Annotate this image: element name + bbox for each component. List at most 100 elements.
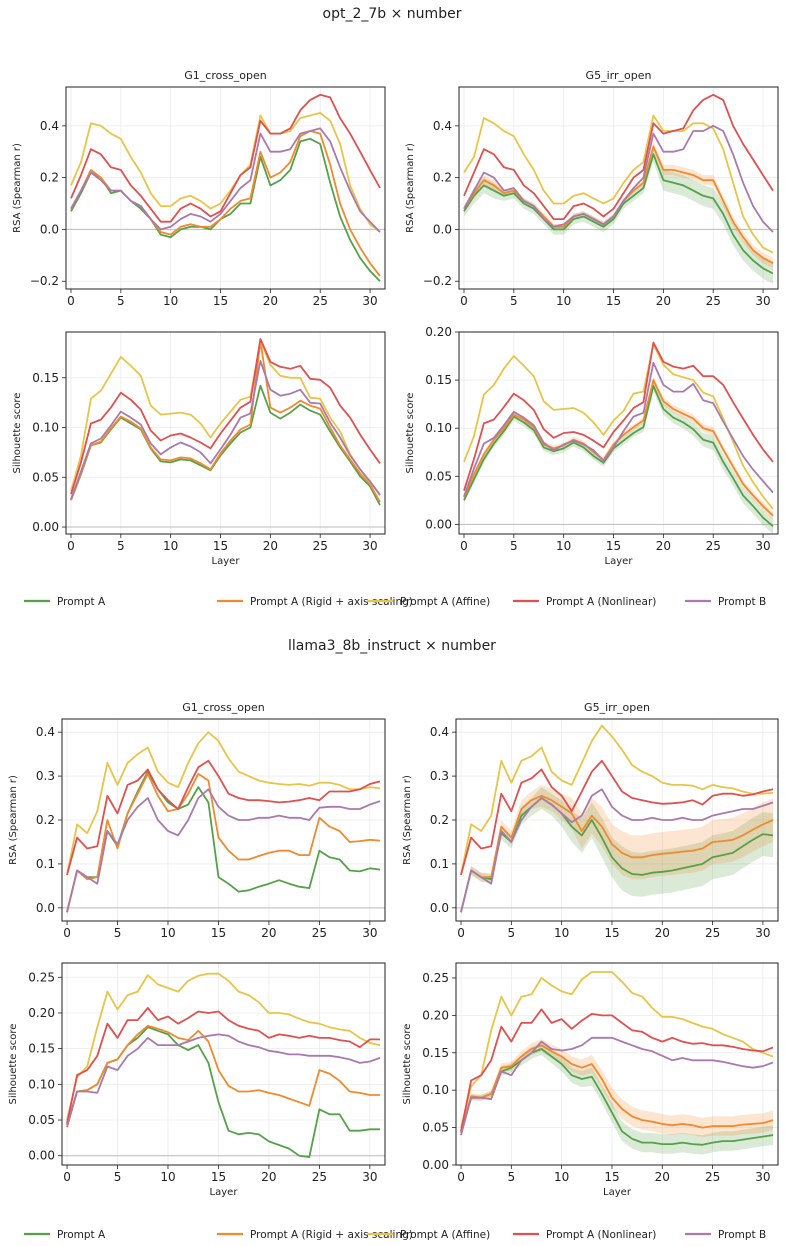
series-line xyxy=(460,1048,774,1146)
axes-frame xyxy=(65,331,386,535)
panel-title: G1_cross_open xyxy=(184,69,267,82)
series-line xyxy=(70,359,381,500)
x-tick-label: 25 xyxy=(705,926,720,940)
chart-panel: 0 5 10 15 20 25 30 0.00 0.05 0.10 0.15 Layer Silhoue… xyxy=(12,331,386,567)
legend-label: Prompt A (Affine) xyxy=(400,596,490,608)
y-tick-label: 0.00 xyxy=(28,1149,55,1163)
legend-label: Prompt B xyxy=(718,596,766,608)
series-line xyxy=(460,1044,774,1132)
x-tick-label: 20 xyxy=(656,539,671,553)
y-tick-label: 0.4 xyxy=(36,725,55,739)
x-tick-label: 5 xyxy=(510,539,518,553)
series-line xyxy=(70,384,381,506)
y-tick-label: 0.3 xyxy=(430,769,449,783)
series-line xyxy=(70,112,381,233)
x-tick-label: 10 xyxy=(163,539,178,553)
series-line xyxy=(66,759,381,876)
series-line xyxy=(463,114,774,254)
x-tick-label: 15 xyxy=(211,1170,226,1184)
y-tick-label: 0.25 xyxy=(422,971,449,985)
x-tick-label: 25 xyxy=(313,294,328,308)
series-line xyxy=(463,343,774,510)
x-tick-label: 15 xyxy=(606,539,621,553)
x-tick-label: 30 xyxy=(755,294,770,308)
x-tick-label: 0 xyxy=(457,926,465,940)
x-tick-label: 10 xyxy=(160,926,175,940)
x-tick-label: 20 xyxy=(263,539,278,553)
x-tick-label: 25 xyxy=(313,539,328,553)
x-tick-label: 0 xyxy=(67,539,75,553)
y-tick-label: 0.25 xyxy=(28,970,55,984)
x-tick-label: 10 xyxy=(554,926,569,940)
x-tick-label: 30 xyxy=(755,1170,770,1184)
y-tick-label: 0.2 xyxy=(430,813,449,827)
legend-label: Prompt A (Rigid + axis scaling) xyxy=(250,1229,413,1241)
y-tick-label: 0.2 xyxy=(433,171,452,185)
y-tick-label: 0.2 xyxy=(40,171,59,185)
y-tick-label: 0.20 xyxy=(28,1006,55,1020)
x-tick-label: 0 xyxy=(457,1170,465,1184)
series-line xyxy=(463,384,774,527)
series-line xyxy=(66,788,381,913)
x-tick-label: 15 xyxy=(211,926,226,940)
panel-title: G1_cross_open xyxy=(182,701,265,714)
chart-panel: 0 5 10 15 20 25 30 0.0 0.1 0.2 0.3 0.4 G1_cross_open… xyxy=(8,701,386,940)
group-title-opt: opt_2_7b × number xyxy=(323,6,462,22)
legend: Prompt A Prompt A (Rigid + axis scaling)P… xyxy=(24,596,766,608)
series-line xyxy=(66,972,381,1121)
x-tick-label: 0 xyxy=(460,539,468,553)
series-line xyxy=(66,731,381,876)
x-tick-label: 25 xyxy=(706,539,721,553)
chart-panel: 0 5 10 15 20 25 30 0.00 0.05 0.10 0.15 0.20 0.25 Laye… xyxy=(402,962,779,1198)
legend: Prompt A Prompt A (Rigid + axis scaling)P… xyxy=(24,1229,766,1241)
series-line xyxy=(460,1008,774,1132)
x-tick-label: 5 xyxy=(114,926,122,940)
x-tick-label: 20 xyxy=(655,1170,670,1184)
axes-frame xyxy=(458,86,779,290)
y-tick-label: 0.1 xyxy=(36,857,55,871)
x-tick-label: 5 xyxy=(117,294,125,308)
x-tick-label: 30 xyxy=(362,294,377,308)
x-tick-label: 30 xyxy=(755,926,770,940)
x-tick-label: 25 xyxy=(312,1170,327,1184)
y-tick-label: 0.05 xyxy=(32,470,59,484)
y-axis-label: Silhouette score xyxy=(8,1024,19,1105)
series-line xyxy=(460,759,774,876)
x-tick-label: 30 xyxy=(362,1170,377,1184)
y-tick-label: 0.20 xyxy=(425,325,452,339)
x-tick-label: 5 xyxy=(508,1170,516,1184)
series-line xyxy=(463,341,774,491)
group-title-llama: llama3_8b_instruct × number xyxy=(288,638,496,654)
confidence-band xyxy=(464,146,773,284)
series-line xyxy=(66,770,381,913)
y-tick-label: 0.05 xyxy=(28,1113,55,1127)
y-axis-label: Silhouette score xyxy=(12,393,23,474)
panel-title: G5_irr_open xyxy=(584,701,650,714)
x-tick-label: 15 xyxy=(604,926,619,940)
series-line xyxy=(463,124,774,233)
x-axis-label: Layer xyxy=(603,1187,632,1198)
axes-frame xyxy=(458,331,779,535)
confidence-band xyxy=(464,141,773,269)
series-line xyxy=(463,93,774,221)
x-tick-label: 30 xyxy=(755,539,770,553)
series-line xyxy=(70,340,381,503)
x-tick-label: 20 xyxy=(656,294,671,308)
series-line xyxy=(70,93,381,223)
x-tick-label: 20 xyxy=(263,294,278,308)
y-tick-label: 0.4 xyxy=(430,725,449,739)
x-axis-label: Layer xyxy=(212,556,241,567)
legend-label: Prompt A (Nonlinear) xyxy=(546,1229,656,1241)
chart-panel: 0 5 10 15 20 25 30 0.00 0.05 0.10 0.15 0.20 0.25 Laye… xyxy=(8,962,386,1198)
x-tick-label: 5 xyxy=(117,539,125,553)
x-tick-label: 30 xyxy=(362,926,377,940)
x-tick-label: 5 xyxy=(508,926,516,940)
series-line xyxy=(66,1007,380,1124)
y-tick-label: 0.00 xyxy=(422,1158,449,1172)
x-tick-label: 15 xyxy=(606,294,621,308)
series-line xyxy=(66,1024,380,1126)
y-axis-label: Silhouette score xyxy=(402,1024,413,1105)
y-axis-label: RSA (Spearman r) xyxy=(12,143,23,233)
y-tick-label: 0.1 xyxy=(430,857,449,871)
x-axis-label: Layer xyxy=(210,1187,239,1198)
